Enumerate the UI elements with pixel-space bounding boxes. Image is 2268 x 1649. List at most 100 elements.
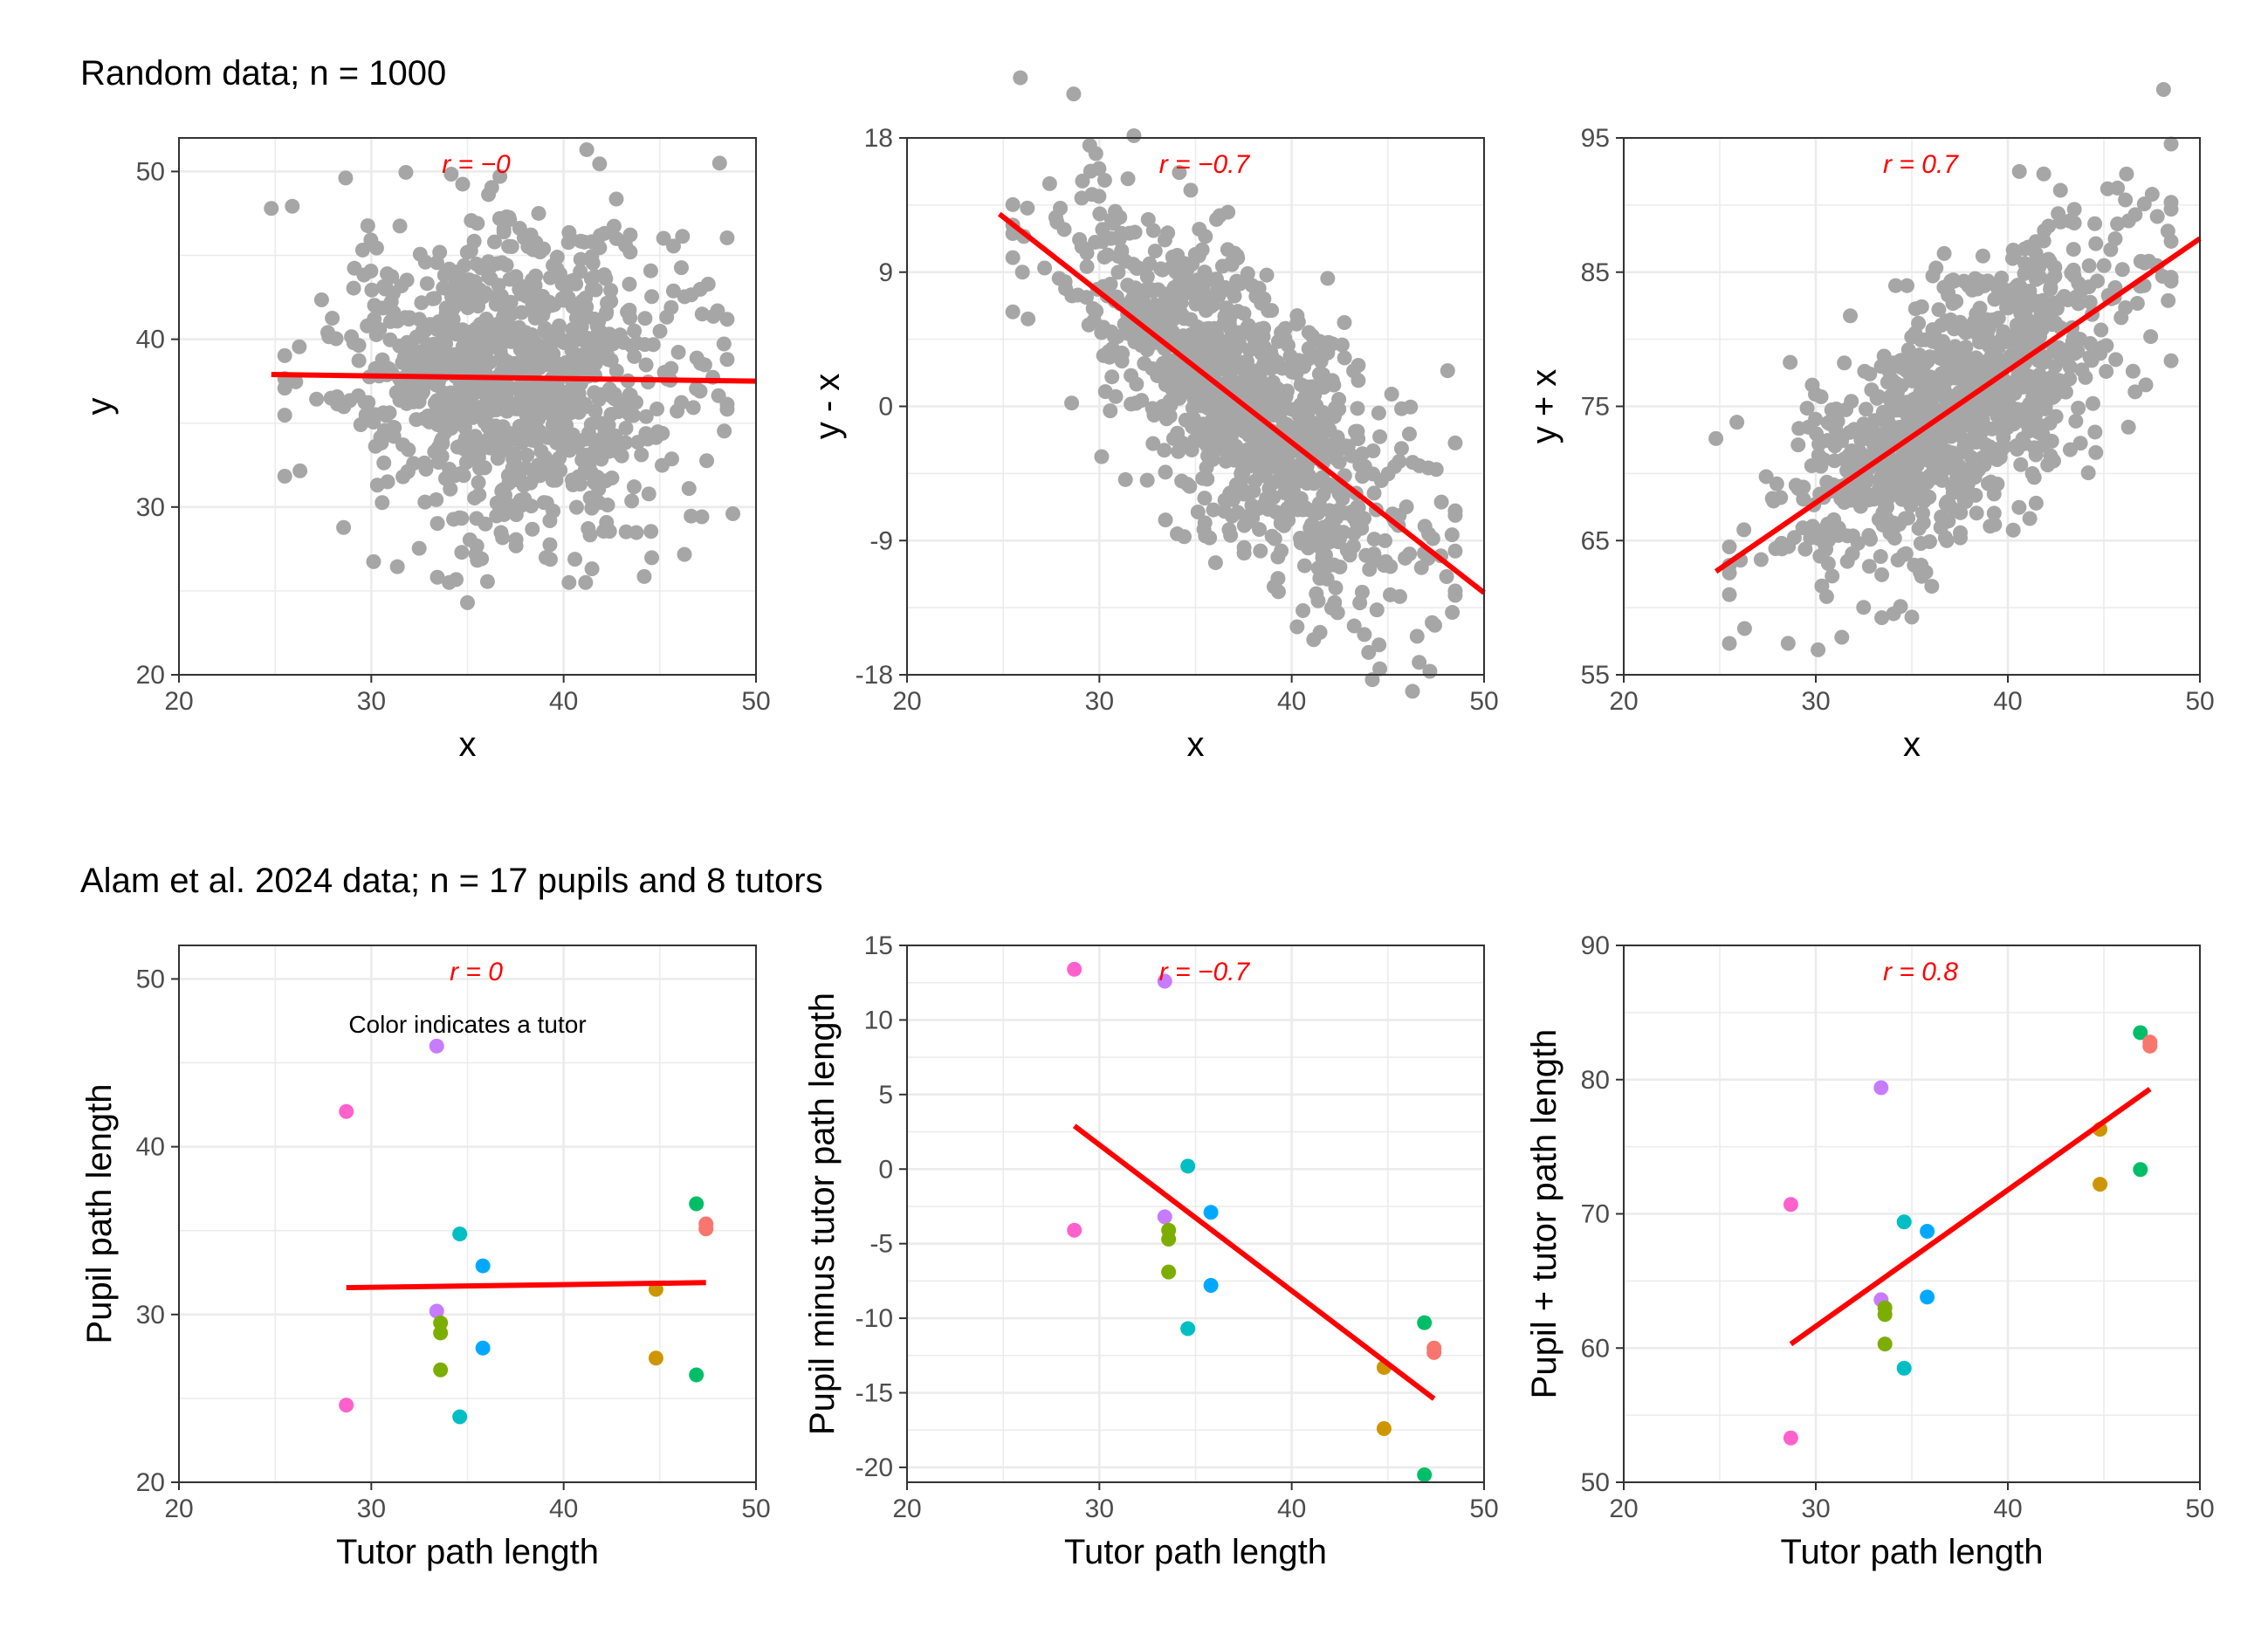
- data-point: [1968, 360, 1983, 375]
- data-point: [563, 335, 579, 351]
- data-point: [573, 251, 588, 267]
- data-point: [1253, 448, 1268, 464]
- data-point: [573, 233, 588, 249]
- data-point: [1981, 314, 1997, 330]
- data-point: [2003, 295, 2019, 311]
- data-point: [1264, 349, 1280, 365]
- data-point: [1301, 325, 1316, 340]
- data-point: [538, 450, 553, 465]
- data-point: [2119, 166, 2134, 182]
- data-point: [1202, 356, 1218, 372]
- data-point: [1337, 315, 1352, 331]
- data-point: [401, 312, 416, 327]
- data-point: [1092, 206, 1108, 222]
- data-point: [1941, 287, 1956, 303]
- data-point: [1306, 632, 1322, 648]
- data-point: [2038, 401, 2053, 416]
- data-point: [1219, 317, 1234, 333]
- data-point: [1864, 382, 1880, 398]
- panel-p4: r = 0 20 30 40 50 20 30 40 50 Tutor path length Pu…: [80, 945, 771, 1571]
- data-point: [1082, 138, 1097, 154]
- data-point: [1834, 433, 1850, 449]
- y-tick-label: 50: [1581, 1468, 1610, 1497]
- data-point: [1811, 642, 1826, 657]
- data-point: [638, 357, 654, 373]
- x-tick-label: 30: [1801, 687, 1830, 716]
- data-point: [1097, 384, 1113, 400]
- data-point: [1969, 505, 1984, 521]
- data-point: [2074, 362, 2090, 378]
- data-point: [504, 239, 519, 255]
- x-tick-label: 20: [1609, 1494, 1638, 1523]
- data-point: [1838, 402, 1853, 417]
- x-tick-label: 50: [2185, 687, 2214, 716]
- x-tick-label: 20: [164, 1494, 193, 1523]
- data-point: [1081, 317, 1096, 333]
- data-point: [1433, 494, 1449, 510]
- data-point: [1896, 546, 1912, 562]
- data-point: [1986, 505, 2002, 521]
- x-axis-title: x: [1903, 725, 1921, 764]
- data-point: [2087, 424, 2103, 440]
- data-point: [561, 574, 577, 590]
- y-tick-label: -15: [856, 1379, 893, 1408]
- data-point: [1315, 470, 1330, 485]
- data-point: [411, 312, 427, 327]
- data-point: [1764, 491, 1780, 506]
- data-point: [670, 344, 686, 360]
- data-point: [1172, 165, 1187, 181]
- data-point: [1445, 605, 1460, 621]
- data-point: [1124, 396, 1139, 412]
- y-tick-label: 50: [136, 157, 165, 186]
- data-point: [1020, 200, 1035, 216]
- y-tick-label: 30: [136, 1301, 165, 1330]
- data-point: [1331, 392, 1347, 408]
- data-point: [463, 362, 478, 378]
- data-point: [2133, 253, 2148, 269]
- data-point: [2163, 136, 2179, 152]
- data-point: [1425, 615, 1440, 630]
- data-point: [1350, 401, 1365, 416]
- data-point: [1987, 292, 2003, 307]
- data-point: [434, 449, 450, 464]
- data-point: [1921, 468, 1937, 484]
- data-point: [1722, 539, 1737, 555]
- data-point: [606, 218, 622, 234]
- data-point: [1147, 244, 1163, 259]
- data-point: [330, 396, 346, 412]
- data-point: [401, 344, 416, 360]
- data-point: [429, 491, 444, 507]
- data-point: [2125, 363, 2141, 379]
- panel-border: [906, 945, 1485, 1483]
- data-point: [1106, 329, 1122, 345]
- data-point: [2024, 466, 2040, 482]
- annotation-tutor-color: Color indicates a tutor: [348, 1011, 586, 1038]
- x-axis-title: Tutor path length: [1781, 1533, 2044, 1571]
- data-point: [581, 309, 596, 325]
- data-point: [542, 537, 558, 553]
- data-point: [2065, 242, 2081, 258]
- data-point: [556, 411, 572, 427]
- data-point: [1096, 172, 1112, 188]
- data-point: [1985, 352, 2001, 368]
- data-point: [692, 383, 708, 399]
- data-point: [1075, 173, 1090, 189]
- data-point: [677, 546, 692, 562]
- data-point: [460, 391, 476, 407]
- data-point: [449, 265, 464, 280]
- data-point: [2036, 166, 2052, 182]
- data-point: [643, 524, 659, 539]
- data-point: [457, 348, 472, 364]
- data-point: [501, 210, 517, 225]
- data-point: [2088, 236, 2104, 251]
- data-point: [1306, 505, 1322, 520]
- panel-p2: r = −0.7 20 30 40 50 -18 -9 0 9 18 x y - x: [808, 70, 1499, 764]
- y-tick-label: -5: [869, 1230, 893, 1259]
- data-point: [2011, 163, 2027, 179]
- data-point: [1790, 481, 1806, 497]
- data-point: [1104, 369, 1120, 385]
- x-tick-label: 50: [741, 1494, 770, 1523]
- data-point: [1079, 258, 1095, 274]
- data-point: [716, 336, 732, 352]
- data-point: [1348, 423, 1364, 439]
